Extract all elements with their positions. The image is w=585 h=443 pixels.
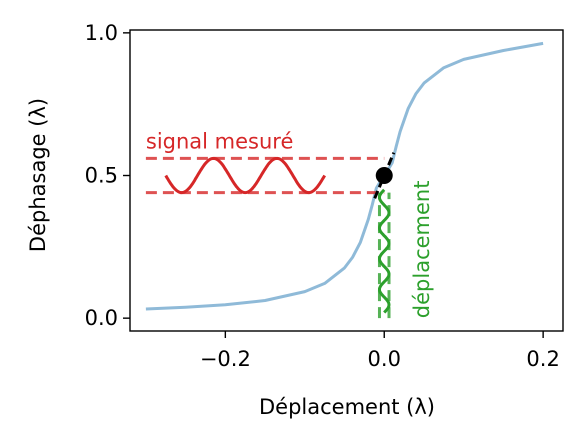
measured-signal-label: signal mesuré xyxy=(146,129,294,153)
x-tick-label: −0.2 xyxy=(200,347,251,371)
y-tick-label: 0.0 xyxy=(85,306,118,330)
x-tick-label: 0.2 xyxy=(526,347,559,371)
displacement-label: déplacement xyxy=(410,181,434,319)
x-axis-label: Déplacement (λ) xyxy=(259,395,435,419)
y-axis-label: Déphasage (λ) xyxy=(26,98,50,252)
y-tick-label: 1.0 xyxy=(85,21,118,45)
plot-area xyxy=(145,41,544,319)
y-tick-label: 0.5 xyxy=(85,164,118,188)
displacement-wave xyxy=(378,188,391,314)
x-axis-ticks: −0.2 0.0 0.2 xyxy=(200,331,560,371)
x-tick-label: 0.0 xyxy=(368,347,401,371)
y-axis-ticks: 0.0 0.5 1.0 xyxy=(85,21,130,330)
measured-signal-wave xyxy=(164,156,326,195)
annotation-layer xyxy=(145,152,396,319)
operating-point xyxy=(375,167,393,185)
axes: −0.2 0.0 0.2 0.0 0.5 1.0 xyxy=(85,21,564,371)
axes-frame xyxy=(129,29,564,332)
